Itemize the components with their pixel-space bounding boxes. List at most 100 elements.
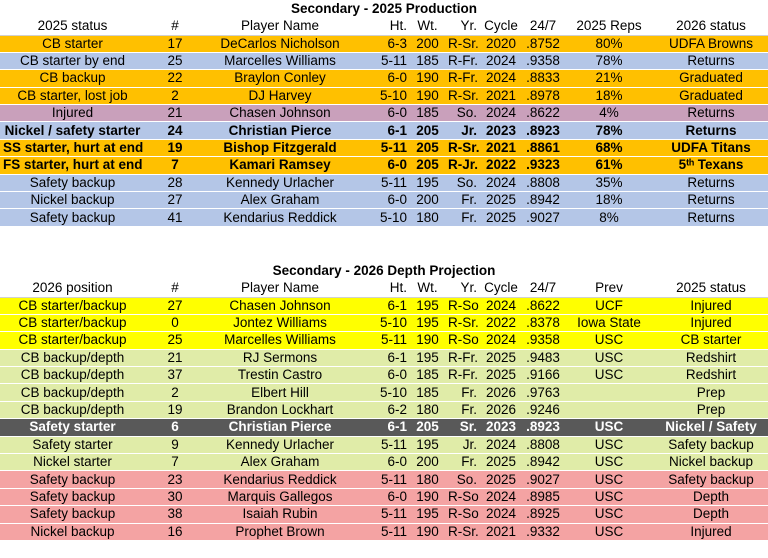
table-cell: Injured (654, 297, 768, 315)
table-cell: 28 (145, 174, 205, 193)
table-cell: 180 (410, 470, 445, 489)
table-row: Safety backup 30 Marquis Gallegos 6-0 190 R-S… (0, 488, 768, 507)
table-cell: 2023 (480, 418, 522, 437)
table-cell: .9246 (522, 401, 564, 420)
table-cell: 5-11 (355, 470, 410, 489)
table-row: CB starter by end 25 Marcelles Williams 5-1… (0, 52, 768, 71)
table-cell: 7 (145, 453, 205, 472)
table-cell: 17 (145, 35, 205, 53)
table-cell: R-Fr. (445, 52, 480, 71)
table-cell: Braylon Conley (205, 69, 355, 88)
table-cell: .9358 (522, 331, 564, 350)
table-cell: 205 (410, 418, 445, 437)
table-row: Safety backup 38 Isaiah Rubin 5-11 195 R-So. 2… (0, 505, 768, 524)
table-cell: Fr. (445, 383, 480, 402)
table-cell: CB backup/depth (0, 349, 145, 368)
table-row: CB backup/depth 21 RJ Sermons 6-1 195 R-Fr. 20… (0, 349, 768, 368)
header-cell: 2025 status (0, 17, 145, 36)
table-cell: USC (564, 505, 654, 524)
table-cell: Christian Pierce (205, 418, 355, 437)
table-cell: 205 (410, 156, 445, 175)
table-cell: So. (445, 104, 480, 123)
table-cell: 35% (564, 174, 654, 193)
table-cell: 2021 (480, 87, 522, 106)
header-cell: 2025 status (654, 279, 768, 298)
table-cell: 195 (410, 436, 445, 455)
table-cell: R-Sr. (445, 314, 480, 333)
table-cell: UDFA Browns (654, 35, 768, 53)
table-cell: Safety backup (0, 208, 145, 227)
table-row: SS starter, hurt at end 19 Bishop Fitzgera… (0, 139, 768, 158)
table-row: CB starter/backup 25 Marcelles Williams 5-1… (0, 331, 768, 350)
table-cell: 195 (410, 505, 445, 524)
table-cell: R-Fr. (445, 349, 480, 368)
table-cell: 80% (564, 35, 654, 53)
table-row: Safety backup 41 Kendarius Reddick 5-10 180 F… (0, 208, 768, 227)
table-cell: 5-10 (355, 208, 410, 227)
table-cell: Kendarius Reddick (205, 208, 355, 227)
table-cell: 2024 (480, 436, 522, 455)
table-row: CB backup/depth 19 Brandon Lockhart 6-2 180 F… (0, 401, 768, 420)
table-row: CB backup/depth 37 Trestin Castro 6-0 185 R-F… (0, 366, 768, 385)
table-cell: 2026 (480, 383, 522, 402)
table-cell: So. (445, 470, 480, 489)
table-cell: 8% (564, 208, 654, 227)
table-cell: 2025 (480, 191, 522, 210)
table-cell: Injured (0, 104, 145, 123)
table-cell: .8925 (522, 505, 564, 524)
table-cell: R-Jr. (445, 156, 480, 175)
table-cell: 6-0 (355, 104, 410, 123)
table-cell: 78% (564, 121, 654, 140)
header-cell: Wt. (410, 279, 445, 298)
table-cell: Prep (654, 383, 768, 402)
table-cell: 24 (145, 121, 205, 140)
table-cell: Trestin Castro (205, 366, 355, 385)
table-cell: .8923 (522, 121, 564, 140)
table-cell: 2025 (480, 208, 522, 227)
table-cell: 2024 (480, 104, 522, 123)
table-cell: SS starter, hurt at end (0, 139, 145, 158)
table-cell: Safety backup (0, 470, 145, 489)
table-cell: Marquis Gallegos (205, 488, 355, 507)
table-cell: CB starter (654, 331, 768, 350)
header-cell: Cycle (480, 279, 522, 298)
table-cell: 2024 (480, 69, 522, 88)
table-cell: 195 (410, 314, 445, 333)
table-cell: CB starter/backup (0, 331, 145, 350)
table-cell: Sr. (445, 418, 480, 437)
table-cell: 6-3 (355, 35, 410, 53)
table-cell: 2024 (480, 297, 522, 315)
table-cell: Safety backup (0, 488, 145, 507)
table-cell: 2024 (480, 174, 522, 193)
table-cell: .8833 (522, 69, 564, 88)
header-cell: Ht. (355, 17, 410, 36)
table-cell: 27 (145, 191, 205, 210)
table-cell: .8752 (522, 35, 564, 53)
header-cell: # (145, 17, 205, 36)
table-cell: Nickel backup (0, 191, 145, 210)
header-cell: # (145, 279, 205, 298)
table-cell: UCF (564, 297, 654, 315)
table-cell: .8923 (522, 418, 564, 437)
table-cell: 2 (145, 87, 205, 106)
table-cell: 200 (410, 453, 445, 472)
table-cell: 190 (410, 87, 445, 106)
table-cell: R-So. (445, 297, 480, 315)
table-cell: 6-0 (355, 69, 410, 88)
table-cell: 22 (145, 69, 205, 88)
table-cell: USC (564, 523, 654, 541)
header-cell: 24/7 (522, 17, 564, 36)
table-cell: Jr. (445, 436, 480, 455)
table-title: Secondary - 2026 Depth Projection (272, 263, 496, 278)
table-cell: 0 (145, 314, 205, 333)
table-cell: 2026 (480, 401, 522, 420)
table-cell: Safety backup (654, 470, 768, 489)
table-cell: .8978 (522, 87, 564, 106)
table-cell: DJ Harvey (205, 87, 355, 106)
table-cell: 5-11 (355, 436, 410, 455)
table-cell: UDFA Titans (654, 139, 768, 158)
table-cell: 38 (145, 505, 205, 524)
header-cell: 2026 position (0, 279, 145, 298)
table-cell: 5-10 (355, 383, 410, 402)
